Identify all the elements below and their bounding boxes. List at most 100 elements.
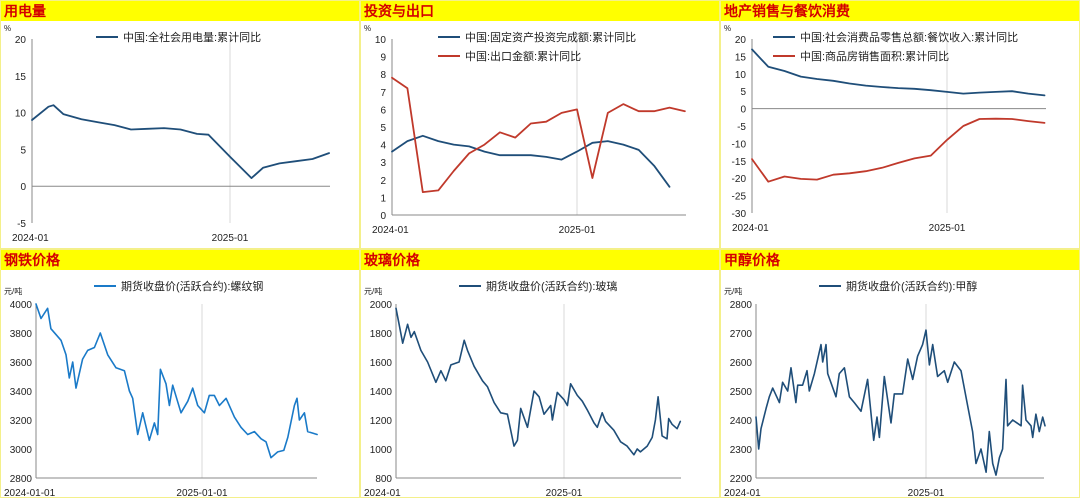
chart-investment-export: 0 1 2 3 4 5 6 7 8 9 10% 2024-01 2025-01 中国:固定资产投资完成额:… [364,24,686,236]
panel-title: 用电量 [1,1,359,21]
y-tick-label: 1200 [370,416,393,427]
legend-label: 中国:社会消费品零售总额:餐饮收入:累计同比 [800,30,1018,44]
y-tick-label: 2000 [370,300,393,311]
y-tick-label: 2800 [730,300,753,311]
x-tick-label: 2024-01 [724,488,761,499]
y-tick-label: 2800 [10,474,33,485]
y-tick-label: 2 [380,176,386,187]
y-tick-label: 0 [20,182,26,193]
panel-title: 钢铁价格 [1,250,359,270]
unit-label: 元/吨 [364,286,382,296]
y-tick-label: 800 [375,474,392,485]
unit-label: % [4,24,11,33]
y-tick-label: 2500 [730,387,753,398]
y-tick-label: 3600 [10,358,33,369]
x-tick-label: 2024-01 [364,488,401,499]
y-tick-label: -5 [17,219,26,230]
legend-label: 期货收盘价(活跃合约):螺纹钢 [121,279,263,293]
y-tick-label: 2600 [730,358,753,369]
y-tick-label: 0 [740,105,746,116]
series-line-0 [395,307,682,456]
y-tick-label: 15 [15,72,27,83]
x-tick-label: 2025-01 [929,223,966,234]
panel-title: 地产销售与餐饮消费 [721,1,1079,21]
unit-label: 元/吨 [4,286,22,296]
y-tick-label: 1400 [370,387,393,398]
x-tick-label: 2025-01-01 [176,488,228,499]
y-tick-label: -25 [732,192,747,203]
panel-title: 甲醇价格 [721,250,1079,270]
y-tick-label: -30 [732,209,747,220]
y-tick-label: 7 [380,88,386,99]
series-line-0 [35,303,318,459]
series-line-1 [391,76,686,193]
legend-label: 中国:全社会用电量:累计同比 [123,30,261,44]
x-tick-label: 2025-01 [908,488,945,499]
y-tick-label: 5 [380,123,386,134]
series-line-1 [751,117,1046,183]
legend-label: 期货收盘价(活跃合约):甲醇 [846,279,977,293]
y-tick-label: 3000 [10,445,33,456]
panel-methanol: 甲醇价格 2200 2300 2400 2500 2600 2700 2800 元/吨 2024-… [720,249,1080,499]
legend-label: 中国:商品房销售面积:累计同比 [800,49,949,63]
y-tick-label: -5 [737,122,746,133]
y-tick-label: 3 [380,158,386,169]
y-tick-label: 10 [735,70,747,81]
chart-glass: 800 1000 1200 1400 1600 1800 2000 元/吨 2024-01 202… [364,279,682,499]
chart-electricity: -5 0 5 10 15 20% 2024-01 2025-01 中国:全社会用电量:累计同比 [4,24,330,244]
y-tick-label: 4 [380,141,386,152]
y-tick-label: 10 [375,35,387,46]
y-tick-label: 20 [735,35,747,46]
y-tick-label: -20 [732,174,747,185]
series-line-0 [31,104,330,179]
y-tick-label: 5 [20,145,26,156]
y-tick-label: 5 [740,87,746,98]
panel-steel: 钢铁价格 2800 3000 3200 3400 3600 3800 4000 元/吨 2024-… [0,249,360,499]
y-tick-label: 10 [15,109,27,120]
unit-label: 元/吨 [724,286,742,296]
panel-electricity: 用电量 -5 0 5 10 15 20% 2024-01 2025-01 中国:全社会用电量:累计… [0,0,360,249]
y-tick-label: 1600 [370,358,393,369]
legend-label: 期货收盘价(活跃合约):玻璃 [486,279,617,293]
legend-label: 中国:出口金额:累计同比 [465,49,581,63]
unit-label: % [724,24,731,33]
y-tick-label: 8 [380,70,386,81]
y-tick-label: 3400 [10,387,33,398]
y-tick-label: 2300 [730,445,753,456]
chart-property-catering: -30 -25 -20 -15 -10 -5 0 5 10 15 20% 2024-01 2025-01… [724,24,1046,234]
y-tick-label: 3800 [10,329,33,340]
y-tick-label: 1 [380,193,386,204]
x-tick-label: 2024-01 [732,223,769,234]
chart-methanol: 2200 2300 2400 2500 2600 2700 2800 元/吨 2024-01 20… [724,279,1046,499]
panel-glass: 玻璃价格 800 1000 1200 1400 1600 1800 2000 元/吨 2024-0… [360,249,720,499]
y-tick-label: 2400 [730,416,753,427]
y-tick-label: 1800 [370,329,393,340]
series-line-0 [391,134,671,188]
unit-label: % [364,24,371,33]
chart-steel: 2800 3000 3200 3400 3600 3800 4000 元/吨 2024-01-0… [4,279,318,499]
y-tick-label: 2200 [730,474,753,485]
y-tick-label: 1000 [370,445,393,456]
y-tick-label: 6 [380,105,386,116]
panel-title: 玻璃价格 [361,250,719,270]
series-line-0 [755,329,1046,476]
y-tick-label: 9 [380,53,386,64]
panel-investment-export: 投资与出口 0 1 2 3 4 5 6 7 8 9 10% 2024-01 2025-01 中国:固定资产投… [360,0,720,249]
series-line-0 [751,48,1046,97]
y-tick-label: 15 [735,52,747,63]
x-tick-label: 2025-01 [546,488,583,499]
y-tick-label: 2700 [730,329,753,340]
x-tick-label: 2025-01 [559,225,596,236]
y-tick-label: -15 [732,157,747,168]
x-tick-label: 2025-01 [212,233,249,244]
y-tick-label: 20 [15,35,27,46]
panel-title: 投资与出口 [361,1,719,21]
y-tick-label: 4000 [10,300,33,311]
x-tick-label: 2024-01 [372,225,409,236]
x-tick-label: 2024-01 [12,233,49,244]
legend-label: 中国:固定资产投资完成额:累计同比 [465,30,636,44]
x-tick-label: 2024-01-01 [4,488,56,499]
y-tick-label: 3200 [10,416,33,427]
y-tick-label: -10 [732,139,747,150]
panel-property-catering: 地产销售与餐饮消费 -30 -25 -20 -15 -10 -5 0 5 10 15 20% 2024-… [720,0,1080,249]
